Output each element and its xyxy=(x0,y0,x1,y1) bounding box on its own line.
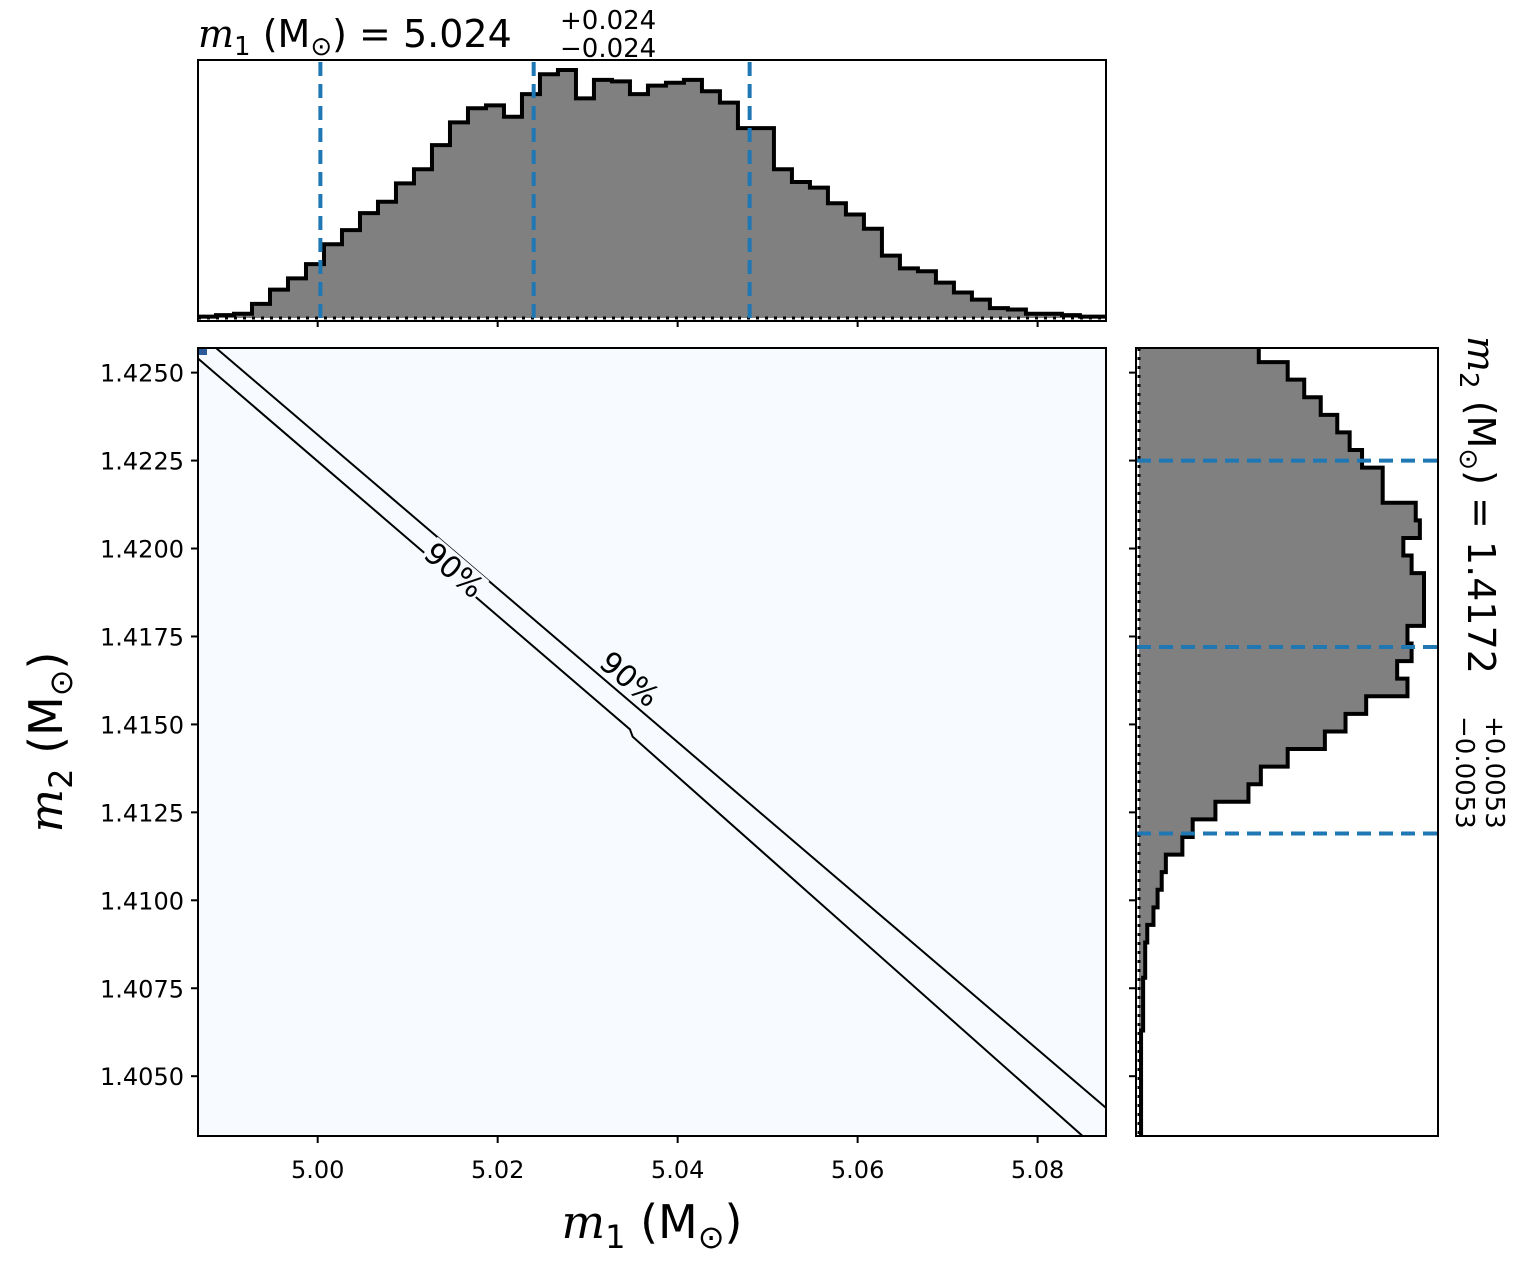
m2-histogram-fill xyxy=(1139,348,1424,1136)
m1-histogram-step xyxy=(198,68,1106,319)
x-tick-label-0: 5.00 xyxy=(291,1156,344,1184)
y-tick-label-2: 1.4200 xyxy=(100,536,184,564)
y-tick-label-3: 1.4175 xyxy=(100,623,184,651)
m2-histogram-frame xyxy=(1135,347,1439,1137)
y-tick-label-1: 1.4225 xyxy=(100,448,184,476)
y-tick-label-0: 1.4250 xyxy=(100,360,184,388)
x-tick-label-2: 5.04 xyxy=(651,1156,704,1184)
joint-y-ticks: 1.4250 1.4225 1.4200 1.4175 1.4150 1.4125 1.41… xyxy=(100,360,198,1091)
m2-title: m2 (M⊙) = 1.4172 xyxy=(1453,336,1503,674)
x-tick-label-3: 5.06 xyxy=(831,1156,884,1184)
m2-histogram-panel: m2 (M⊙) = 1.4172 +0.0053 −0.0053 xyxy=(1129,336,1509,1137)
m2-quantile-lines xyxy=(1137,458,1437,836)
joint-contour-lower xyxy=(197,357,1084,1137)
joint-frame xyxy=(197,347,1107,1137)
joint-x-ticks: 5.00 5.02 5.04 5.06 5.08 xyxy=(291,1136,1064,1184)
m1-histogram-ticks xyxy=(316,321,1039,327)
m2-title-group: m2 (M⊙) = 1.4172 +0.0053 −0.0053 xyxy=(1449,336,1509,829)
joint-background xyxy=(198,348,1106,1136)
joint-panel: 90%90% 5.00 5.02 5.04 5.06 5.08 1.42501.4225… xyxy=(19,347,1107,1256)
contour-label-gap-1 xyxy=(595,645,665,712)
y-axis-label: m2 (M⊙) xyxy=(19,651,80,832)
m1-title-upper: +0.024 xyxy=(560,6,656,36)
y-tick-label-7: 1.4075 xyxy=(100,975,184,1003)
joint-density-peak xyxy=(199,349,207,355)
m2-title-upper: +0.0053 xyxy=(1479,716,1509,829)
x-axis-label: m1 (M⊙) xyxy=(561,1195,742,1256)
y-tick-label-6: 1.4100 xyxy=(100,887,184,915)
m1-title: m1 (M⊙) = 5.024 xyxy=(198,12,512,62)
m2-title-lower: −0.0053 xyxy=(1449,716,1479,829)
x-tick-label-1: 5.02 xyxy=(471,1156,524,1184)
y-tick-label-5: 1.4125 xyxy=(100,799,184,827)
x-tick-label-4: 5.08 xyxy=(1011,1156,1064,1184)
joint-contour-upper xyxy=(215,347,1107,1109)
m2-histogram-ticks xyxy=(1129,371,1136,1078)
contour-label-gap-0 xyxy=(419,536,490,603)
m1-title-lower: −0.024 xyxy=(560,34,656,64)
m2-histogram-step xyxy=(1139,348,1426,1136)
m1-histogram-panel: m1 (M⊙) = 5.024 +0.024 −0.024 xyxy=(197,6,1107,327)
y-tick-label-4: 1.4150 xyxy=(100,711,184,739)
y-tick-label-8: 1.4050 xyxy=(100,1063,184,1091)
m1-histogram-frame xyxy=(197,59,1107,322)
m1-histogram-fill xyxy=(198,70,1106,318)
